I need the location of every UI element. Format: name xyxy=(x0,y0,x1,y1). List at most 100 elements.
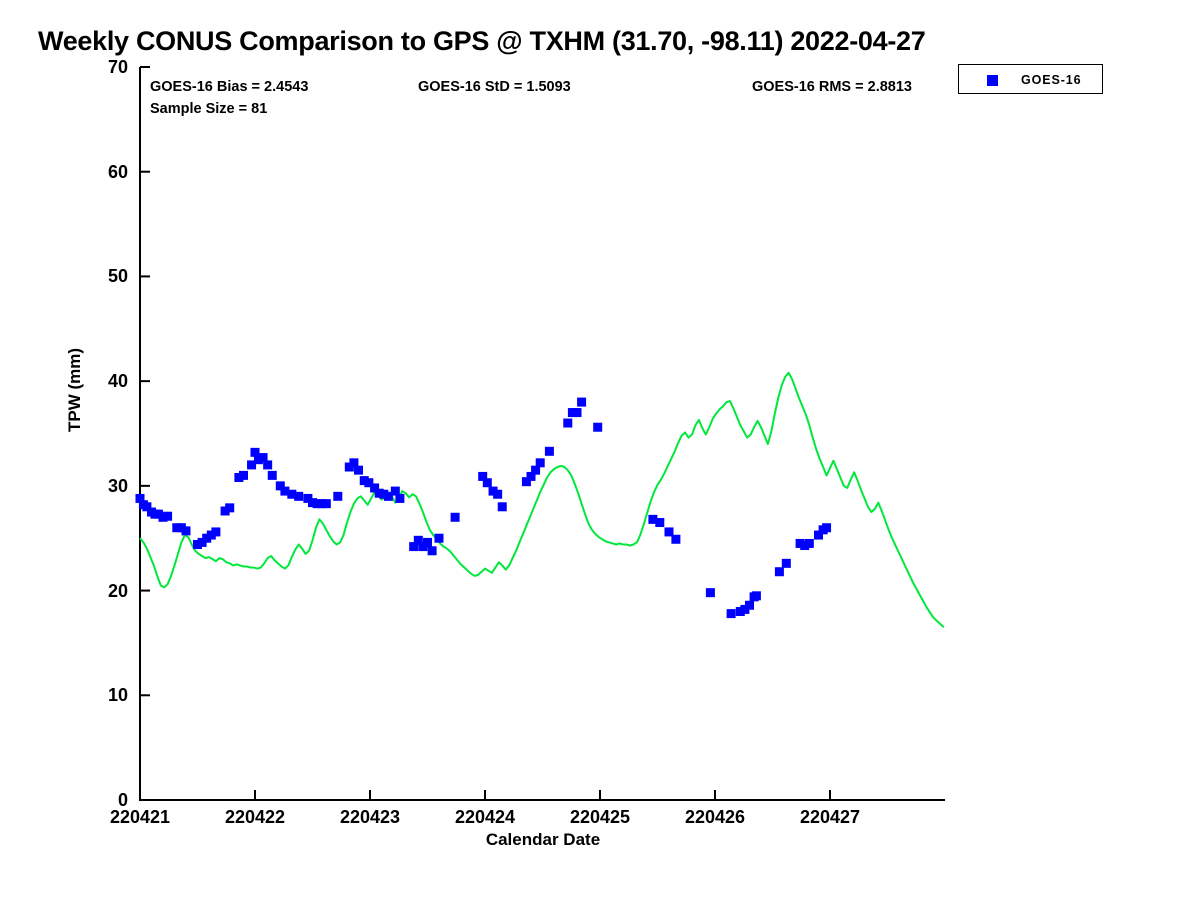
x-tick-label: 220425 xyxy=(569,807,631,827)
data-point xyxy=(239,470,248,480)
data-point xyxy=(308,498,317,508)
data-point xyxy=(800,541,810,551)
y-tick-label: 50 xyxy=(107,266,128,287)
data-point xyxy=(482,478,492,488)
data-point xyxy=(142,502,152,512)
data-point xyxy=(247,460,257,470)
data-point xyxy=(294,491,304,501)
data-point xyxy=(526,471,536,481)
data-point xyxy=(745,600,754,610)
data-point xyxy=(795,538,805,548)
data-point xyxy=(383,491,393,501)
data-point xyxy=(234,472,244,482)
data-point xyxy=(379,489,389,499)
data-point xyxy=(572,408,582,418)
data-point xyxy=(197,537,207,547)
data-point xyxy=(153,509,163,519)
data-point xyxy=(312,499,322,509)
data-point xyxy=(705,588,715,598)
data-point xyxy=(176,523,186,533)
data-point xyxy=(364,478,374,488)
data-point xyxy=(497,502,507,512)
data-point xyxy=(258,453,268,463)
x-tick-label: 220422 xyxy=(224,807,286,827)
data-point xyxy=(740,604,750,614)
data-point xyxy=(774,567,784,577)
data-point xyxy=(321,499,331,509)
data-point xyxy=(317,499,327,509)
data-point xyxy=(225,503,235,513)
data-point xyxy=(303,493,313,503)
y-tick-label: 60 xyxy=(107,161,128,182)
y-tick-label: 30 xyxy=(107,475,128,496)
data-point xyxy=(593,422,603,432)
data-point xyxy=(544,446,554,456)
data-point xyxy=(434,533,444,543)
annotation-rms: GOES-16 RMS = 2.8813 xyxy=(752,79,912,95)
data-point xyxy=(409,542,419,552)
data-point xyxy=(370,483,380,493)
data-point xyxy=(450,512,460,522)
x-tick-label: 220427 xyxy=(799,807,861,827)
data-point xyxy=(822,523,832,533)
data-point xyxy=(163,511,173,521)
data-point xyxy=(280,486,290,496)
x-tick-label: 220424 xyxy=(454,807,516,827)
data-point xyxy=(535,458,545,468)
y-tick-label: 20 xyxy=(107,580,128,601)
data-point xyxy=(253,455,263,465)
data-point xyxy=(567,408,577,418)
data-point xyxy=(478,471,488,481)
data-point xyxy=(418,542,428,552)
legend: GOES-16 xyxy=(958,64,1103,94)
data-point xyxy=(563,418,573,428)
data-point xyxy=(263,460,273,470)
data-point xyxy=(354,465,363,475)
data-point xyxy=(804,538,814,548)
x-axis-label: Calendar Date xyxy=(485,830,601,849)
chart-title: Weekly CONUS Comparison to GPS @ TXHM (3… xyxy=(38,26,926,56)
data-point xyxy=(349,458,359,468)
data-point xyxy=(250,447,260,457)
annotation-bias: GOES-16 Bias = 2.4543 xyxy=(150,79,309,95)
data-point xyxy=(333,491,343,501)
data-point xyxy=(344,462,354,472)
data-point xyxy=(648,514,658,524)
data-point xyxy=(211,527,221,537)
x-tick-label: 220421 xyxy=(109,807,171,827)
data-point xyxy=(671,534,681,544)
goes16-scatter-series xyxy=(135,397,832,619)
data-point xyxy=(751,591,761,601)
data-point xyxy=(664,527,674,537)
data-point xyxy=(158,512,168,522)
data-point xyxy=(814,530,823,540)
data-point xyxy=(781,558,791,568)
x-tick-label: 220423 xyxy=(339,807,401,827)
data-point xyxy=(390,486,400,496)
data-point xyxy=(488,486,498,496)
data-point xyxy=(220,506,230,516)
annotation-sample-size: Sample Size = 81 xyxy=(150,101,268,117)
data-point xyxy=(427,546,437,556)
data-point xyxy=(493,489,503,499)
data-point xyxy=(193,540,202,549)
data-point xyxy=(374,488,384,498)
data-point xyxy=(531,465,541,475)
data-point xyxy=(735,607,745,617)
data-point xyxy=(172,523,182,533)
annotation-std: GOES-16 StD = 1.5093 xyxy=(418,79,571,95)
data-point xyxy=(577,397,587,407)
data-point xyxy=(275,481,285,491)
data-point xyxy=(655,518,665,528)
data-point xyxy=(423,537,432,547)
y-tick-label: 0 xyxy=(117,790,128,810)
y-tick-label: 10 xyxy=(107,685,128,706)
data-point xyxy=(267,470,277,480)
x-tick-label: 220426 xyxy=(684,807,746,827)
data-point xyxy=(181,526,191,536)
data-point xyxy=(726,609,736,619)
data-point xyxy=(395,493,405,503)
data-point xyxy=(202,533,212,543)
